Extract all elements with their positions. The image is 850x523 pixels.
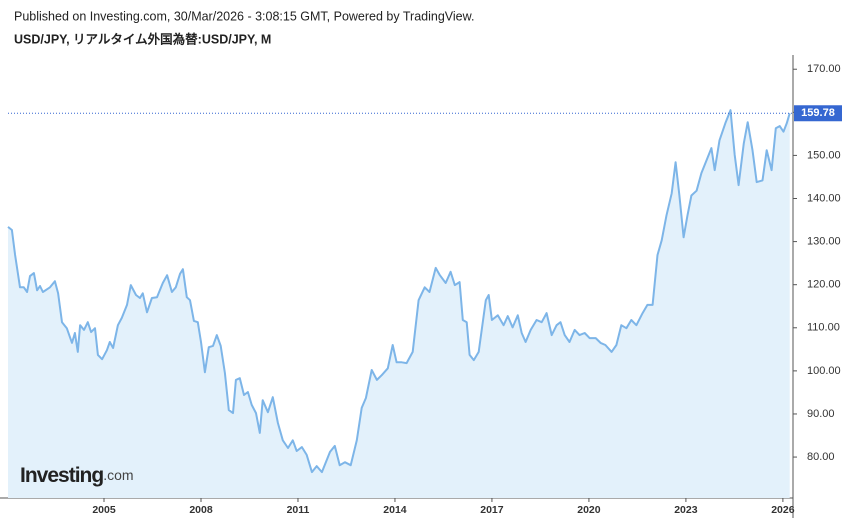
logo: Investing.com bbox=[20, 464, 134, 487]
x-tick-label: 2011 bbox=[287, 504, 310, 516]
x-tick-label: 2026 bbox=[771, 504, 795, 516]
x-tick-label: 2014 bbox=[383, 504, 407, 516]
x-tick-label: 2008 bbox=[189, 504, 213, 516]
last-price-box bbox=[794, 105, 842, 122]
y-tick-label: 150.00 bbox=[807, 149, 841, 161]
y-tick-label: 110.00 bbox=[807, 322, 840, 334]
plot-area: 80.00 90.00 100.00 110.00 120.00 130.00 140.00… bbox=[0, 55, 842, 518]
y-tick-label: 100.00 bbox=[807, 365, 841, 377]
logo-brand: Investing bbox=[20, 464, 103, 487]
area-fill bbox=[8, 110, 790, 498]
published-note: Published on Investing.com, 30/Mar/2026 … bbox=[14, 9, 474, 23]
y-tick-label: 80.00 bbox=[807, 451, 835, 463]
price-line bbox=[7, 109, 791, 474]
x-tick-label: 2023 bbox=[674, 504, 698, 516]
logo-suffix: .com bbox=[103, 467, 133, 483]
y-tick-label: 120.00 bbox=[807, 279, 841, 291]
last-price-label: 159.78 bbox=[801, 107, 835, 119]
x-tick-label: 2020 bbox=[577, 504, 601, 516]
x-tick-label: 2005 bbox=[92, 504, 116, 516]
y-tick-label: 90.00 bbox=[807, 408, 835, 420]
y-tick-label: 140.00 bbox=[807, 192, 841, 204]
x-tick-label: 2017 bbox=[480, 504, 504, 516]
y-tick-label: 130.00 bbox=[807, 236, 841, 248]
chart-title: USD/JPY, リアルタイム外国為替:USD/JPY, M bbox=[14, 31, 271, 46]
y-tick-label: 170.00 bbox=[807, 63, 841, 75]
